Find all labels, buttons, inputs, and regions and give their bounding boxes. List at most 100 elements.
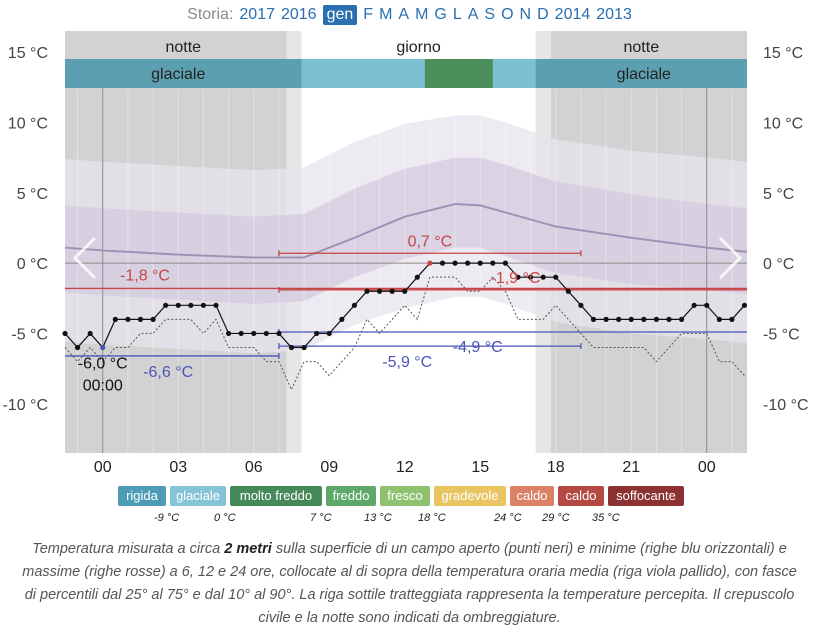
nav-item-10[interactable]: S — [484, 6, 496, 23]
legend-item-6: caldo — [510, 486, 554, 506]
nav-item-4[interactable]: M — [379, 6, 393, 23]
legend-threshold-6: 24 °C — [494, 512, 522, 524]
observed-point-25 — [376, 288, 383, 294]
x-tick-7: 21 — [622, 459, 640, 476]
observed-point-53 — [729, 316, 735, 322]
history-nav: Storia: 2017 2016 gen F M A M G L A S O N D 2014 2013 — [0, 5, 819, 25]
observed-point-43 — [603, 316, 609, 322]
y-tick-left-0: 15 °C — [8, 45, 48, 62]
legend-threshold-4: 13 °C — [364, 512, 392, 524]
observed-point-7 — [150, 316, 156, 322]
legend-threshold-8: 35 °C — [592, 512, 620, 524]
observed-point-22 — [339, 316, 345, 322]
observed-point-10 — [188, 302, 194, 308]
nav-item-8[interactable]: L — [452, 6, 462, 23]
observed-point-35 — [502, 260, 509, 266]
observed-point-44 — [616, 316, 622, 322]
nav-item-0[interactable]: 2017 — [239, 6, 275, 23]
observed-point-27 — [402, 288, 408, 294]
observed-point-36 — [515, 274, 521, 280]
nav-item-5[interactable]: A — [398, 6, 410, 23]
observed-point-49 — [678, 316, 685, 322]
y-tick-right-3: 0 °C — [763, 256, 794, 273]
y-tick-left-4: -5 °C — [11, 326, 48, 343]
y-tick-left-2: 5 °C — [17, 186, 48, 203]
legend-item-1: glaciale — [170, 486, 226, 506]
observed-point-2 — [87, 330, 93, 337]
perceived-temperature-line — [64, 276, 745, 391]
observed-point-17 — [276, 330, 282, 337]
legend-threshold-7: 29 °C — [542, 512, 570, 524]
observed-point-15 — [251, 330, 257, 337]
observed-point-5 — [125, 316, 131, 322]
percentile-band-25-75 — [65, 157, 747, 304]
prev-arrow-icon[interactable] — [72, 236, 97, 280]
nav-item-3[interactable]: F — [363, 6, 374, 23]
chart-caption: Temperatura misurata a circa 2 metri sul… — [20, 538, 799, 630]
observed-point-16 — [263, 330, 269, 337]
x-tick-0: 00 — [94, 459, 112, 476]
nav-item-11[interactable]: O — [501, 6, 514, 23]
legend-item-7: caldo — [558, 486, 604, 506]
observed-point-28 — [414, 274, 420, 280]
temperature-chart: -1,8 °C 0,7 °C -1,9 °C -6,6 °C -5,9 °C -4,9 °… — [2, 31, 809, 476]
min-marker-temp: -6,0 °C — [78, 356, 128, 373]
observed-point-4 — [112, 316, 118, 322]
nav-item-9[interactable]: A — [467, 6, 479, 23]
observed-point-37 — [527, 274, 534, 280]
observed-point-47 — [653, 316, 660, 322]
observed-point-8 — [163, 302, 169, 308]
observed-point-3 — [100, 344, 106, 351]
observed-point-39 — [553, 274, 559, 280]
category-label-1: glaciale — [617, 66, 671, 83]
nav-item-13[interactable]: D — [537, 6, 549, 23]
category-band-day — [301, 59, 536, 88]
observed-point-42 — [590, 316, 597, 322]
y-tick-right-2: 5 °C — [763, 186, 794, 203]
caption-part-2: sulla superficie di un campo aperto (pun… — [22, 541, 797, 626]
legend-threshold-1: -9 °C — [154, 512, 180, 524]
legend-threshold-2: 0 °C — [214, 512, 236, 524]
legend-item-5: gradevole — [434, 486, 506, 506]
period-label-2: notte — [624, 39, 660, 56]
observed-point-38 — [540, 274, 546, 280]
observed-point-24 — [364, 288, 370, 294]
period-label-1: giorno — [396, 39, 441, 56]
min-label-0: -6,6 °C — [143, 364, 193, 381]
category-label-0: glaciale — [151, 66, 205, 83]
observed-point-0 — [62, 330, 68, 337]
observed-point-11 — [200, 302, 207, 308]
observed-point-30 — [439, 260, 446, 266]
observed-point-48 — [666, 316, 672, 322]
observed-point-26 — [389, 288, 395, 294]
nav-item-7[interactable]: G — [434, 6, 447, 23]
min-label-2: -4,9 °C — [453, 339, 503, 356]
nav-item-1[interactable]: 2016 — [280, 6, 317, 23]
next-arrow-icon[interactable] — [718, 236, 743, 280]
nav-item-15[interactable]: 2013 — [596, 6, 632, 23]
min-label-1: -5,9 °C — [382, 354, 432, 371]
legend-threshold-3: 7 °C — [310, 512, 332, 524]
observed-point-52 — [716, 316, 722, 322]
observed-point-9 — [175, 302, 181, 308]
nav-item-12[interactable]: N — [519, 6, 532, 23]
period-cell-1 — [301, 31, 536, 59]
observed-point-46 — [641, 316, 647, 322]
legend-threshold-5: 18 °C — [418, 512, 446, 524]
observed-point-1 — [74, 344, 81, 351]
nav-item-2[interactable]: gen — [322, 5, 358, 25]
observed-point-41 — [578, 302, 584, 308]
x-tick-4: 12 — [396, 459, 414, 476]
observed-point-20 — [314, 330, 320, 337]
observed-point-6 — [137, 316, 144, 322]
y-tick-left-5: -10 °C — [2, 397, 48, 414]
y-tick-right-4: -5 °C — [763, 326, 800, 343]
period-label-0: notte — [165, 39, 201, 56]
y-tick-left-1: 10 °C — [8, 115, 48, 132]
nav-item-14[interactable]: 2014 — [554, 6, 591, 23]
legend-item-4: fresco — [380, 486, 430, 506]
y-tick-right-5: -10 °C — [763, 397, 809, 414]
x-tick-3: 09 — [320, 459, 338, 476]
nav-label: Storia: — [187, 6, 234, 23]
nav-item-6[interactable]: M — [415, 6, 429, 23]
